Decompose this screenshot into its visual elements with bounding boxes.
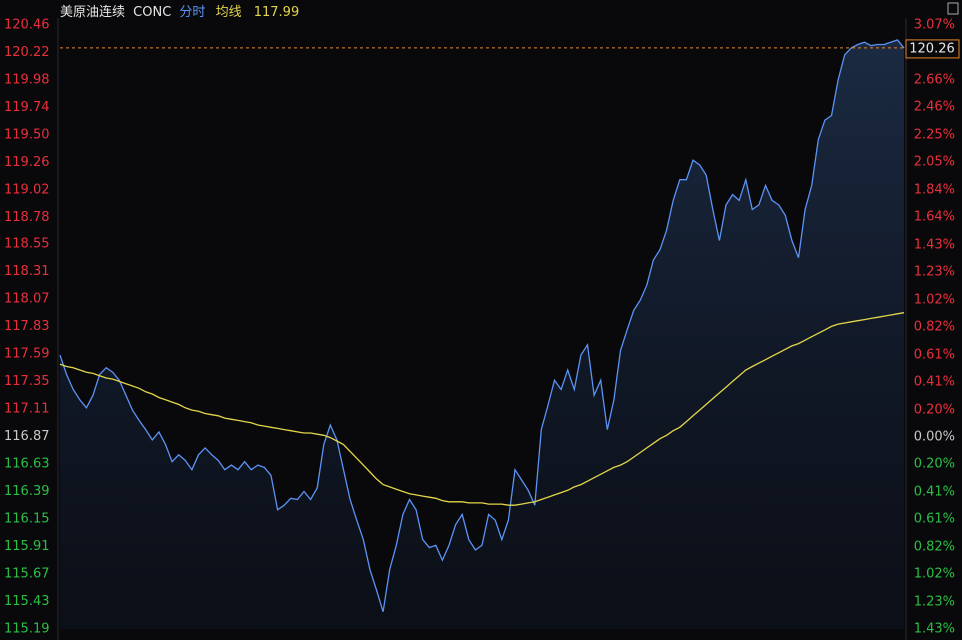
y2-tick-label: 1.43% [914,238,955,253]
y2-tick-label: 2.66% [914,73,955,88]
y2-tick-label: 3.07% [914,18,955,33]
y2-tick-label: 0.61% [914,348,955,363]
y2-tick-label: 1.43% [914,622,955,637]
y-tick-label: 119.50 [4,128,50,143]
y2-tick-label: 2.05% [914,154,955,169]
ma-value: 117.99 [254,5,300,20]
y2-tick-label: 1.02% [914,293,955,308]
y-tick-label: 120.46 [4,18,50,33]
y2-tick-label: 2.25% [914,128,955,143]
y-tick-label: 116.39 [4,484,50,499]
y-tick-label: 115.19 [4,622,50,637]
y2-tick-label: 0.00% [914,430,955,445]
y-tick-label: 117.35 [4,374,50,389]
window-icon[interactable] [947,2,959,15]
y2-tick-label: 0.20% [914,456,955,471]
y-tick-label: 119.02 [4,183,50,198]
y-tick-label: 116.63 [4,456,50,471]
legend-ma: 均线 [216,5,242,20]
y2-tick-label: 1.23% [914,264,955,279]
y2-tick-label: 2.46% [914,99,955,114]
y-tick-label: 117.11 [4,401,50,416]
y2-tick-label: 1.02% [914,566,955,581]
y-tick-label: 117.83 [4,319,50,334]
y-tick-label: 116.87 [4,429,50,444]
y2-tick-label: 0.20% [914,403,955,418]
y-tick-label: 119.26 [4,155,50,170]
y2-tick-label: 0.82% [914,320,955,335]
y2-tick-label: 1.84% [914,183,955,198]
y-tick-label: 116.15 [4,511,50,526]
y-tick-label: 119.98 [4,73,50,88]
header: 美原油连续 CONC 分时 均线 117.99 [60,4,299,20]
y-tick-label: 120.22 [4,45,50,60]
y2-tick-label: 1.64% [914,209,955,224]
symbol: CONC [133,5,171,20]
y-tick-label: 118.78 [4,210,50,225]
y-tick-label: 118.07 [4,291,50,306]
y2-tick-label: 0.41% [914,485,955,500]
y2-tick-label: 1.23% [914,595,955,610]
y-tick-label: 115.43 [4,594,50,609]
y-tick-label: 117.59 [4,346,50,361]
last-price-box [905,39,960,59]
price-area [60,39,904,629]
y-tick-label: 115.91 [4,539,50,554]
y2-tick-label: 0.41% [914,375,955,390]
y2-tick-label: 0.61% [914,511,955,526]
title: 美原油连续 [60,4,125,20]
y-tick-label: 118.31 [4,264,50,279]
y-tick-label: 119.74 [4,100,50,115]
last-price-label: 120.26 [909,41,955,56]
price-line [59,39,905,612]
y-tick-label: 115.67 [4,566,50,581]
y2-tick-label: 0.82% [914,540,955,555]
legend-price: 分时 [179,5,205,20]
y-tick-label: 118.55 [4,236,50,251]
ma-line [59,312,905,506]
